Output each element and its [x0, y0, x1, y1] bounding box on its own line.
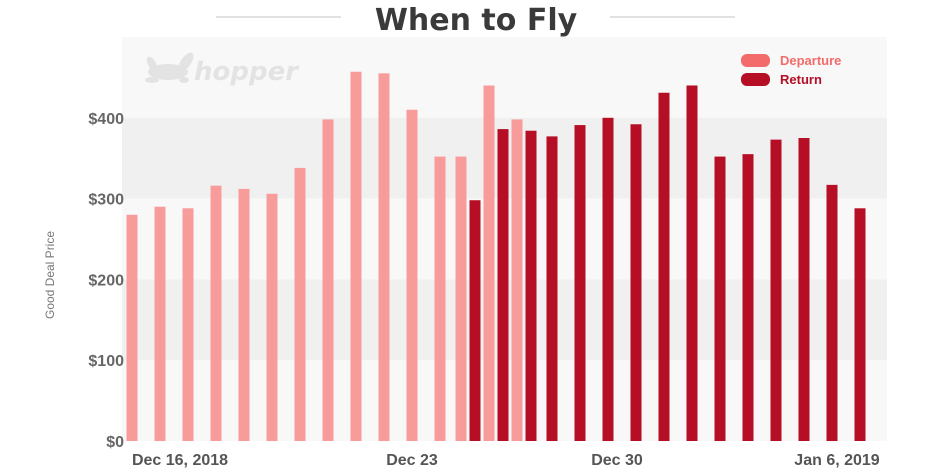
bar-return: [602, 117, 614, 442]
bar-departure: [126, 214, 138, 441]
bar-return: [714, 156, 726, 442]
bar-departure: [266, 193, 278, 441]
bars: [126, 71, 866, 442]
bar-return: [826, 184, 838, 441]
bar-return: [854, 208, 866, 441]
y-axis-label: Good Deal Price: [43, 231, 57, 319]
bar-return: [686, 85, 698, 441]
bar-return: [742, 154, 754, 441]
bar-departure: [434, 156, 446, 442]
bar-departure: [350, 71, 362, 441]
bar-return: [798, 138, 810, 441]
bar-return: [770, 139, 782, 441]
legend-swatch-return: [741, 73, 770, 86]
bar-departure: [406, 109, 418, 441]
bar-departure: [455, 156, 467, 442]
bar-return: [630, 124, 642, 441]
bar-return: [469, 200, 481, 441]
chart-title: When to Fly: [375, 3, 578, 38]
bar-departure: [294, 167, 306, 441]
bar-departure: [238, 188, 250, 441]
bar-departure: [182, 208, 194, 441]
x-tick-label: Jan 6, 2019: [794, 452, 880, 469]
bar-return: [525, 130, 537, 441]
legend-swatch-departure: [741, 54, 770, 67]
hopper-logo: hopper: [145, 52, 300, 87]
legend-label-return: Return: [780, 72, 822, 87]
y-axis: $0 $100 $200 $300 $400: [88, 111, 124, 451]
x-tick-label: Dec 23: [386, 452, 438, 469]
y-tick-label: $200: [88, 272, 124, 289]
x-tick-label: Dec 16, 2018: [132, 452, 228, 469]
bar-departure: [483, 85, 495, 441]
y-tick-label: $100: [88, 353, 124, 370]
bar-return: [546, 136, 558, 441]
legend-label-departure: Departure: [780, 53, 841, 68]
x-tick-label: Dec 30: [591, 452, 643, 469]
y-tick-label: $300: [88, 192, 124, 209]
bar-departure: [511, 119, 523, 441]
y-tick-label: $0: [106, 434, 124, 451]
bunny-icon: [145, 52, 194, 83]
bar-departure: [154, 206, 166, 441]
bar-departure: [210, 185, 222, 441]
bar-departure: [378, 73, 390, 442]
bar-return: [497, 129, 509, 441]
x-axis: Dec 16, 2018 Dec 23 Dec 30 Jan 6, 2019: [132, 452, 880, 469]
legend: Departure Return: [741, 53, 841, 87]
logo-text: hopper: [194, 57, 300, 87]
bar-return: [574, 125, 586, 442]
bar-departure: [322, 119, 334, 441]
bar-return: [658, 92, 670, 441]
y-tick-label: $400: [88, 111, 124, 128]
